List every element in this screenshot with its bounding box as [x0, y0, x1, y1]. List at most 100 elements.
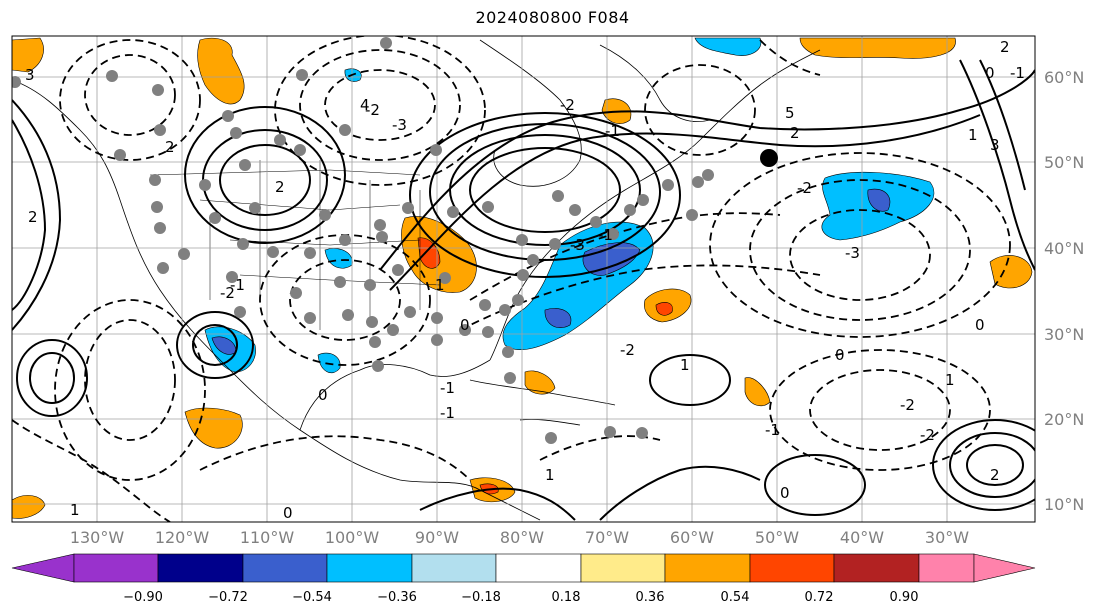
negative-anomaly — [317, 352, 341, 374]
contour-label: -2 — [220, 284, 235, 302]
strong-negative-anomaly — [582, 242, 641, 276]
colorbar-segment — [664, 553, 751, 583]
contour-label: 0 — [283, 504, 293, 522]
colorbar-extend-high — [973, 553, 1036, 583]
contour-label: 0 — [835, 346, 845, 364]
contour-label: -2 — [560, 96, 575, 114]
lon-label: 30°W — [925, 528, 969, 547]
strong-positive-anomaly — [417, 237, 441, 269]
colorbar-tick-label: −0.72 — [208, 590, 248, 605]
state-borders — [149, 160, 441, 330]
positive-contours — [12, 59, 1035, 521]
contour-label: -2 — [797, 179, 812, 197]
colorbar-segment — [411, 553, 497, 583]
coastlines — [12, 39, 821, 521]
shaded-anomalies — [12, 37, 1033, 519]
negative-anomaly — [694, 37, 762, 56]
lat-label: 20°N — [1044, 410, 1084, 429]
plot-title: 2024080800 F084 — [475, 8, 630, 27]
contour-label: -3 — [392, 116, 407, 134]
positive-anomaly — [12, 495, 46, 519]
strong-negative-anomaly — [867, 188, 891, 212]
colorbar-segment — [580, 553, 666, 583]
colorbar-segment — [495, 553, 582, 583]
target-location-marker — [760, 149, 778, 167]
colorbar-extend-low — [11, 553, 75, 583]
longitude-labels: 130°W 120°W 110°W 100°W 90°W 80°W 70°W 6… — [70, 528, 969, 547]
lat-label: 10°N — [1044, 495, 1084, 514]
contour-label: -3 — [570, 236, 585, 254]
colorbar-tick-label: 0.18 — [552, 590, 581, 605]
contour-label: 1 — [968, 126, 978, 144]
contour-label: -2 — [920, 426, 935, 444]
strong-positive-anomaly — [655, 302, 673, 316]
lat-label: 60°N — [1044, 68, 1084, 87]
lon-label: 40°W — [840, 528, 884, 547]
lat-label: 40°N — [1044, 239, 1084, 258]
contour-label: -1 — [1010, 64, 1025, 82]
contour-label: 1 — [70, 501, 80, 519]
lon-label: 70°W — [585, 528, 629, 547]
colorbar — [11, 553, 1036, 583]
colorbar-tick-label: 0.90 — [890, 590, 919, 605]
contour-label: 2 — [28, 208, 38, 226]
positive-anomaly — [12, 37, 44, 73]
contour-label: 0 — [318, 386, 328, 404]
colorbar-segment — [749, 553, 835, 583]
contour-label: 0 — [975, 316, 985, 334]
positive-anomaly — [744, 377, 771, 407]
contour-labels: 2 2 -2 5 2 -2 0 -1 1 3 -1 -2 1 -1 0 -2 -… — [25, 38, 1025, 522]
contour-label: 1 — [435, 276, 445, 294]
contour-label: -2 — [365, 101, 380, 119]
colorbar-tick-label: 0.36 — [636, 590, 665, 605]
contour-label: -1 — [230, 276, 245, 294]
contour-label: 0 — [985, 64, 995, 82]
contour-label: 2 — [275, 178, 285, 196]
lon-label: 110°W — [240, 528, 295, 547]
contour-label: 1 — [545, 466, 555, 484]
contour-label: 0 — [780, 484, 790, 502]
contour-label: 2 — [165, 138, 175, 156]
lat-label: 50°N — [1044, 153, 1084, 172]
lat-label: 30°N — [1044, 325, 1084, 344]
lon-label: 90°W — [415, 528, 459, 547]
colorbar-segment — [157, 553, 244, 583]
strong-negative-anomaly — [544, 308, 572, 329]
colorbar-segment — [242, 553, 328, 583]
colorbar-tick-label: −0.54 — [292, 590, 332, 605]
contour-label: -3 — [845, 244, 860, 262]
colorbar-segment — [833, 553, 920, 583]
contour-label: -1 — [765, 421, 780, 439]
colorbar-segment — [326, 553, 413, 583]
lon-label: 120°W — [155, 528, 210, 547]
lon-label: 130°W — [70, 528, 125, 547]
gridlines — [12, 36, 1035, 522]
latitude-labels: 60°N 50°N 40°N 30°N 20°N 10°N — [1044, 68, 1084, 514]
contour-label: 1 — [945, 371, 955, 389]
contour-label: 4 — [360, 96, 370, 114]
contour-label: -2 — [900, 396, 915, 414]
contour-label: 0 — [460, 316, 470, 334]
map-frame — [11, 35, 1036, 523]
contour-label: 3 — [990, 136, 1000, 154]
contour-label: 1 — [680, 356, 690, 374]
colorbar-tick-label: −0.18 — [461, 590, 501, 605]
lon-label: 60°W — [670, 528, 714, 547]
colorbar-tick-label: −0.36 — [377, 590, 417, 605]
positive-anomaly — [799, 37, 956, 59]
lon-label: 50°W — [755, 528, 799, 547]
colorbar-tick-label: 0.54 — [721, 590, 750, 605]
lon-label: 100°W — [325, 528, 380, 547]
contour-label: -1 — [440, 379, 455, 397]
colorbar-segment — [73, 553, 159, 583]
contour-label: 2 — [1000, 38, 1010, 56]
colorbar-ticks: −0.90 −0.72 −0.54 −0.36 −0.18 0.18 0.36 … — [123, 590, 918, 605]
positive-anomaly — [197, 37, 245, 105]
contour-label: 2 — [990, 466, 1000, 484]
contour-label: -1 — [598, 226, 613, 244]
colorbar-tick-label: −0.90 — [123, 590, 163, 605]
contour-label: 5 — [785, 104, 795, 122]
positive-anomaly — [184, 407, 243, 449]
lon-label: 80°W — [500, 528, 544, 547]
